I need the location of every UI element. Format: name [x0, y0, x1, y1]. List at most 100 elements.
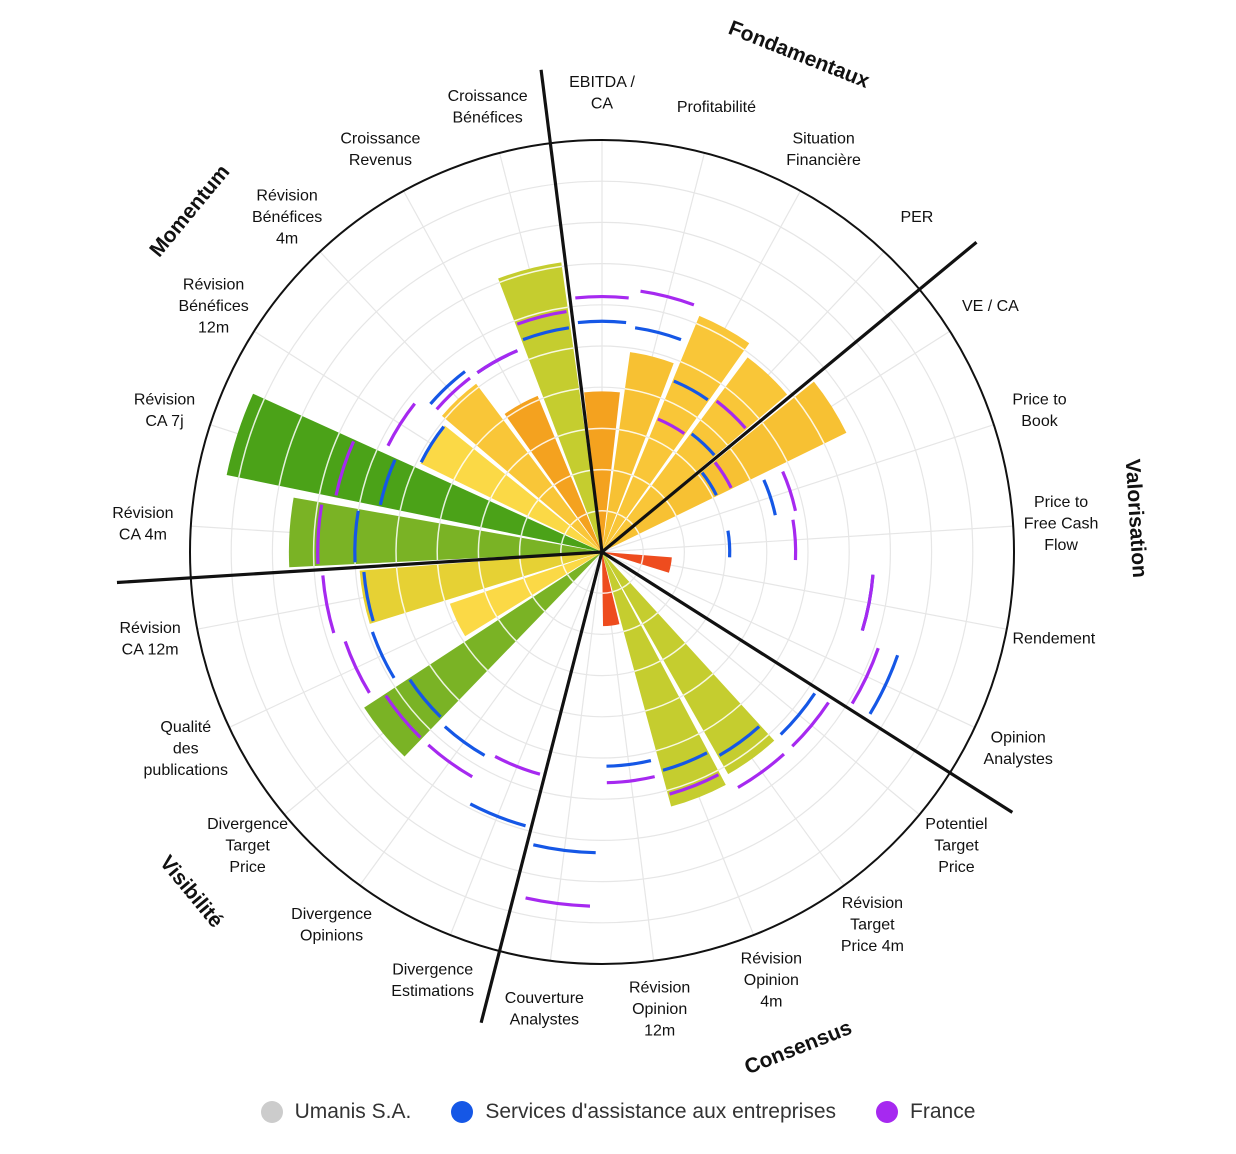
arc-services-d-assistance-aux-entreprises-revision-benefices-12m[interactable]: [419, 425, 446, 463]
bar-ring: [532, 596, 546, 612]
arc-services-d-assistance-aux-entreprises-divergence-estimations[interactable]: [469, 802, 526, 828]
axis-label-revision-ca-12m: Révision CA 12m: [119, 620, 180, 659]
bar-croissance-revenus[interactable]: [504, 395, 602, 552]
legend-item-sector[interactable]: Services d'assistance aux entreprises: [451, 1100, 836, 1124]
arc-services-d-assistance-aux-entreprises-revision-opinion-4m[interactable]: [662, 751, 708, 772]
arc-services-d-assistance-aux-entreprises-ebitda-ca[interactable]: [577, 319, 627, 325]
group-label-valorisation: Valorisation: [1121, 458, 1151, 578]
bar-ring: [602, 591, 612, 594]
arc-france-per[interactable]: [715, 399, 747, 430]
bar-ring: [475, 419, 504, 446]
group-separators: [116, 69, 1015, 1024]
bar-ring: [439, 483, 453, 520]
axis-label-per: PER: [900, 209, 933, 226]
arc-services-d-assistance-aux-entreprises-revision-benefices-4m[interactable]: [429, 370, 466, 405]
arc-services-d-assistance-aux-entreprises-revision-target-price-4m[interactable]: [718, 725, 761, 757]
arc-france-qualite-des-publications[interactable]: [343, 640, 371, 694]
arc-services-d-assistance-aux-entreprises-situation-financiere[interactable]: [673, 379, 709, 402]
arc-france-opinion-analystes[interactable]: [850, 647, 880, 705]
arc-france-revision-benefices-12m[interactable]: [386, 402, 416, 447]
bar-situation-financiere[interactable]: [602, 315, 750, 552]
axis-label-couverture-analystes: Couverture Analystes: [505, 990, 584, 1029]
arc-france-ve-ca[interactable]: [713, 461, 733, 489]
legend-item-france[interactable]: France: [876, 1100, 975, 1124]
arc-france-profitabilite[interactable]: [640, 289, 695, 307]
umanis-bars: [226, 262, 847, 807]
bar-ring: [642, 612, 659, 625]
arc-services-d-assistance-aux-entreprises-price-to-free-cash-flow[interactable]: [726, 530, 732, 558]
bar-revision-benefices-12m[interactable]: [420, 425, 602, 552]
arc-services-d-assistance-aux-entreprises-potentiel-target-price[interactable]: [779, 692, 817, 736]
bar-divergence-target-price[interactable]: [364, 552, 602, 757]
arc-services-d-assistance-aux-entreprises-price-to-book[interactable]: [762, 479, 777, 516]
arc-france-price-to-free-cash-flow[interactable]: [791, 519, 798, 561]
bar-qualite-des-publications[interactable]: [449, 552, 602, 637]
arc-services-d-assistance-aux-entreprises-qualite-des-publications[interactable]: [370, 631, 396, 679]
legend-label-france: France: [910, 1100, 976, 1123]
bar-ring: [453, 448, 475, 481]
arc-services-d-assistance-aux-entreprises-divergence-target-price[interactable]: [408, 678, 442, 718]
arc-france-revision-ca-12m[interactable]: [321, 575, 336, 634]
bar-revision-ca-4m[interactable]: [288, 497, 602, 568]
group-separator: [479, 551, 604, 1024]
arc-france-couverture-analystes[interactable]: [525, 896, 591, 908]
arc-services-d-assistance-aux-entreprises-profitabilite[interactable]: [634, 326, 682, 342]
arc-services-d-assistance-aux-entreprises-divergence-opinions[interactable]: [443, 725, 486, 757]
arc-france-croissance-benefices[interactable]: [516, 309, 567, 326]
arc-france-revision-ca-7j[interactable]: [334, 440, 356, 496]
bar-croissance-benefices[interactable]: [498, 262, 602, 552]
bar-ring: [436, 564, 446, 601]
arc-france-revision-ca-4m[interactable]: [316, 504, 324, 564]
bar-revision-ca-7j[interactable]: [226, 393, 602, 552]
bar-profitabilite[interactable]: [602, 352, 674, 552]
bar-ring: [794, 396, 825, 444]
arc-services-d-assistance-aux-entreprises-revision-ca-7j[interactable]: [378, 459, 397, 506]
bar-revision-target-price-4m[interactable]: [602, 552, 775, 775]
bar-ring: [528, 347, 574, 361]
legend-item-umanis[interactable]: Umanis S.A.: [260, 1100, 411, 1124]
bar-ve-ca[interactable]: [602, 381, 847, 552]
arc-france-revision-opinion-4m[interactable]: [669, 773, 720, 796]
arc-services-d-assistance-aux-entreprises-ve-ca[interactable]: [700, 471, 718, 496]
bar-ring: [697, 474, 714, 499]
arc-services-d-assistance-aux-entreprises-revision-ca-4m[interactable]: [353, 510, 360, 563]
arc-services-d-assistance-aux-entreprises-revision-ca-12m[interactable]: [362, 571, 375, 622]
arc-france-situation-financiere[interactable]: [657, 417, 686, 435]
bar-ring: [395, 516, 400, 563]
arc-france-croissance-revenus[interactable]: [476, 349, 519, 375]
bar-ring: [724, 386, 760, 419]
bar-rendement[interactable]: [602, 552, 672, 573]
bar-revision-opinion-12m[interactable]: [602, 552, 620, 627]
arc-services-d-assistance-aux-entreprises-opinion-analystes[interactable]: [868, 654, 900, 715]
arc-france-revision-opinion-12m[interactable]: [606, 775, 656, 785]
arc-france-divergence-estimations[interactable]: [494, 755, 541, 776]
bar-revision-ca-12m[interactable]: [359, 552, 602, 624]
bar-ring: [623, 624, 642, 633]
bar-per[interactable]: [602, 357, 788, 552]
arc-france-divergence-target-price[interactable]: [384, 694, 422, 739]
legend: Umanis S.A. Services d'assistance aux en…: [0, 1092, 1236, 1132]
bar-ring: [554, 475, 571, 486]
arc-france-revision-benefices-4m[interactable]: [435, 376, 471, 411]
bar-ring: [484, 591, 498, 618]
arc-services-d-assistance-aux-entreprises-revision-opinion-12m[interactable]: [606, 759, 652, 768]
grid-spoke: [601, 525, 1014, 553]
bar-ring: [490, 474, 507, 499]
arc-france-divergence-opinions[interactable]: [427, 743, 474, 779]
arc-services-d-assistance-aux-entreprises-per[interactable]: [690, 432, 716, 457]
bar-ebitda-ca[interactable]: [584, 391, 620, 552]
bar-ring: [607, 510, 617, 515]
arc-services-d-assistance-aux-entreprises-couverture-analystes[interactable]: [532, 843, 596, 855]
arc-france-revision-target-price-4m[interactable]: [737, 752, 786, 789]
bar-ring: [675, 452, 697, 473]
arc-france-ebitda-ca[interactable]: [575, 295, 629, 300]
arc-services-d-assistance-aux-entreprises-croissance-benefices[interactable]: [522, 326, 570, 342]
bar-revision-opinion-4m[interactable]: [602, 552, 726, 807]
axis-label-revision-opinion-12m: Révision Opinion 12m: [629, 979, 690, 1039]
outer-ring: [189, 139, 1015, 965]
arc-france-potentiel-target-price[interactable]: [791, 701, 830, 748]
bar-ring: [538, 485, 554, 500]
bar-revision-benefices-4m[interactable]: [441, 383, 602, 552]
arc-france-rendement[interactable]: [860, 574, 875, 632]
arc-france-price-to-book[interactable]: [781, 470, 798, 512]
